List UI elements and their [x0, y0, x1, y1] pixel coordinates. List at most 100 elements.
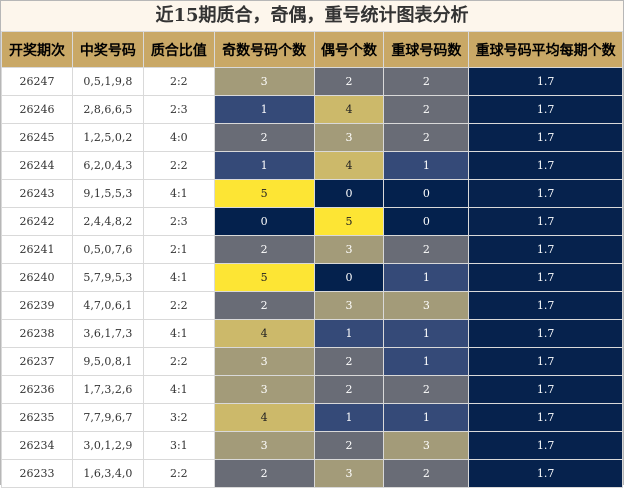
- cell-prime-composite-ratio: 2:2: [142, 347, 215, 376]
- cell-repeat-count: 1: [383, 319, 470, 348]
- header-row: 开奖期次 中奖号码 质合比值 奇数号码个数 偶号个数 重球号码数 重球号码平均每…: [1, 31, 623, 68]
- cell-prime-composite-ratio: 3:1: [142, 431, 215, 460]
- table-row: 26236 1,7,3,2,6 4:1 3 2 2 1.7: [1, 375, 623, 404]
- cell-winning-numbers: 1,2,5,0,2: [71, 123, 144, 152]
- cell-winning-numbers: 1,7,3,2,6: [71, 375, 144, 404]
- cell-even-count: 1: [313, 403, 385, 432]
- cell-repeat-count: 3: [383, 291, 470, 320]
- table-row: 26240 5,7,9,5,3 4:1 5 0 1 1.7: [1, 263, 623, 292]
- cell-repeat-average: 1.7: [468, 151, 623, 180]
- cell-period: 26246: [1, 95, 73, 124]
- cell-period: 26245: [1, 123, 73, 152]
- cell-even-count: 0: [313, 263, 385, 292]
- cell-odd-count: 2: [213, 291, 315, 320]
- cell-prime-composite-ratio: 2:1: [142, 235, 215, 264]
- cell-odd-count: 4: [213, 403, 315, 432]
- cell-period: 26239: [1, 291, 73, 320]
- table-row: 26238 3,6,1,7,3 4:1 4 1 1 1.7: [1, 319, 623, 348]
- cell-repeat-count: 1: [383, 151, 470, 180]
- cell-prime-composite-ratio: 4:0: [142, 123, 215, 152]
- cell-repeat-average: 1.7: [468, 319, 623, 348]
- cell-winning-numbers: 2,4,4,8,2: [71, 207, 144, 236]
- cell-even-count: 3: [313, 291, 385, 320]
- cell-repeat-count: 3: [383, 431, 470, 460]
- table-row: 26244 6,2,0,4,3 2:2 1 4 1 1.7: [1, 151, 623, 180]
- cell-repeat-count: 1: [383, 263, 470, 292]
- cell-even-count: 4: [313, 151, 385, 180]
- cell-even-count: 2: [313, 67, 385, 96]
- table-row: 26245 1,2,5,0,2 4:0 2 3 2 1.7: [1, 123, 623, 152]
- cell-period: 26242: [1, 207, 73, 236]
- table-row: 26247 0,5,1,9,8 2:2 3 2 2 1.7: [1, 67, 623, 96]
- cell-odd-count: 3: [213, 431, 315, 460]
- cell-even-count: 2: [313, 347, 385, 376]
- cell-odd-count: 0: [213, 207, 315, 236]
- cell-period: 26244: [1, 151, 73, 180]
- col-header-even-count: 偶号个数: [313, 31, 385, 68]
- cell-period: 26234: [1, 431, 73, 460]
- col-header-numbers: 中奖号码: [71, 31, 144, 68]
- cell-repeat-average: 1.7: [468, 459, 623, 488]
- cell-prime-composite-ratio: 4:1: [142, 319, 215, 348]
- cell-winning-numbers: 4,7,0,6,1: [71, 291, 144, 320]
- cell-prime-composite-ratio: 2:3: [142, 207, 215, 236]
- cell-prime-composite-ratio: 2:3: [142, 95, 215, 124]
- cell-winning-numbers: 0,5,1,9,8: [71, 67, 144, 96]
- cell-odd-count: 2: [213, 123, 315, 152]
- cell-odd-count: 1: [213, 151, 315, 180]
- cell-winning-numbers: 6,2,0,4,3: [71, 151, 144, 180]
- cell-prime-composite-ratio: 4:1: [142, 263, 215, 292]
- cell-prime-composite-ratio: 4:1: [142, 375, 215, 404]
- table-row: 26239 4,7,0,6,1 2:2 2 3 3 1.7: [1, 291, 623, 320]
- cell-period: 26241: [1, 235, 73, 264]
- col-header-period: 开奖期次: [1, 31, 73, 68]
- cell-odd-count: 3: [213, 67, 315, 96]
- cell-odd-count: 2: [213, 235, 315, 264]
- cell-odd-count: 3: [213, 375, 315, 404]
- table-body: 26247 0,5,1,9,8 2:2 3 2 2 1.7 26246 2,8,6,6,5 2:3…: [1, 67, 623, 488]
- cell-repeat-average: 1.7: [468, 67, 623, 96]
- cell-repeat-count: 1: [383, 403, 470, 432]
- cell-odd-count: 4: [213, 319, 315, 348]
- cell-repeat-average: 1.7: [468, 431, 623, 460]
- cell-even-count: 2: [313, 431, 385, 460]
- cell-repeat-average: 1.7: [468, 263, 623, 292]
- cell-winning-numbers: 9,5,0,8,1: [71, 347, 144, 376]
- table-row: 26242 2,4,4,8,2 2:3 0 5 0 1.7: [1, 207, 623, 236]
- cell-even-count: 3: [313, 459, 385, 488]
- cell-even-count: 5: [313, 207, 385, 236]
- col-header-odd-count: 奇数号码个数: [213, 31, 315, 68]
- cell-repeat-count: 2: [383, 235, 470, 264]
- cell-period: 26233: [1, 459, 73, 488]
- cell-even-count: 1: [313, 319, 385, 348]
- cell-period: 26247: [1, 67, 73, 96]
- cell-winning-numbers: 2,8,6,6,5: [71, 95, 144, 124]
- cell-repeat-average: 1.7: [468, 207, 623, 236]
- cell-period: 26235: [1, 403, 73, 432]
- table-row: 26234 3,0,1,2,9 3:1 3 2 3 1.7: [1, 431, 623, 460]
- cell-period: 26237: [1, 347, 73, 376]
- cell-winning-numbers: 0,5,0,7,6: [71, 235, 144, 264]
- cell-prime-composite-ratio: 2:2: [142, 151, 215, 180]
- stats-table: 开奖期次 中奖号码 质合比值 奇数号码个数 偶号个数 重球号码数 重球号码平均每…: [1, 31, 623, 488]
- cell-period: 26236: [1, 375, 73, 404]
- cell-repeat-average: 1.7: [468, 123, 623, 152]
- table-row: 26235 7,7,9,6,7 3:2 4 1 1 1.7: [1, 403, 623, 432]
- cell-repeat-count: 2: [383, 123, 470, 152]
- cell-even-count: 4: [313, 95, 385, 124]
- cell-winning-numbers: 5,7,9,5,3: [71, 263, 144, 292]
- cell-odd-count: 5: [213, 179, 315, 208]
- cell-repeat-count: 2: [383, 375, 470, 404]
- cell-repeat-average: 1.7: [468, 179, 623, 208]
- cell-even-count: 3: [313, 123, 385, 152]
- chart-title: 近15期质合，奇偶，重号统计图表分析: [1, 1, 623, 31]
- table-row: 26243 9,1,5,5,3 4:1 5 0 0 1.7: [1, 179, 623, 208]
- cell-winning-numbers: 9,1,5,5,3: [71, 179, 144, 208]
- cell-repeat-average: 1.7: [468, 95, 623, 124]
- cell-repeat-count: 1: [383, 347, 470, 376]
- table-row: 26233 1,6,3,4,0 2:2 2 3 2 1.7: [1, 459, 623, 488]
- cell-repeat-average: 1.7: [468, 403, 623, 432]
- cell-prime-composite-ratio: 2:2: [142, 291, 215, 320]
- cell-prime-composite-ratio: 2:2: [142, 459, 215, 488]
